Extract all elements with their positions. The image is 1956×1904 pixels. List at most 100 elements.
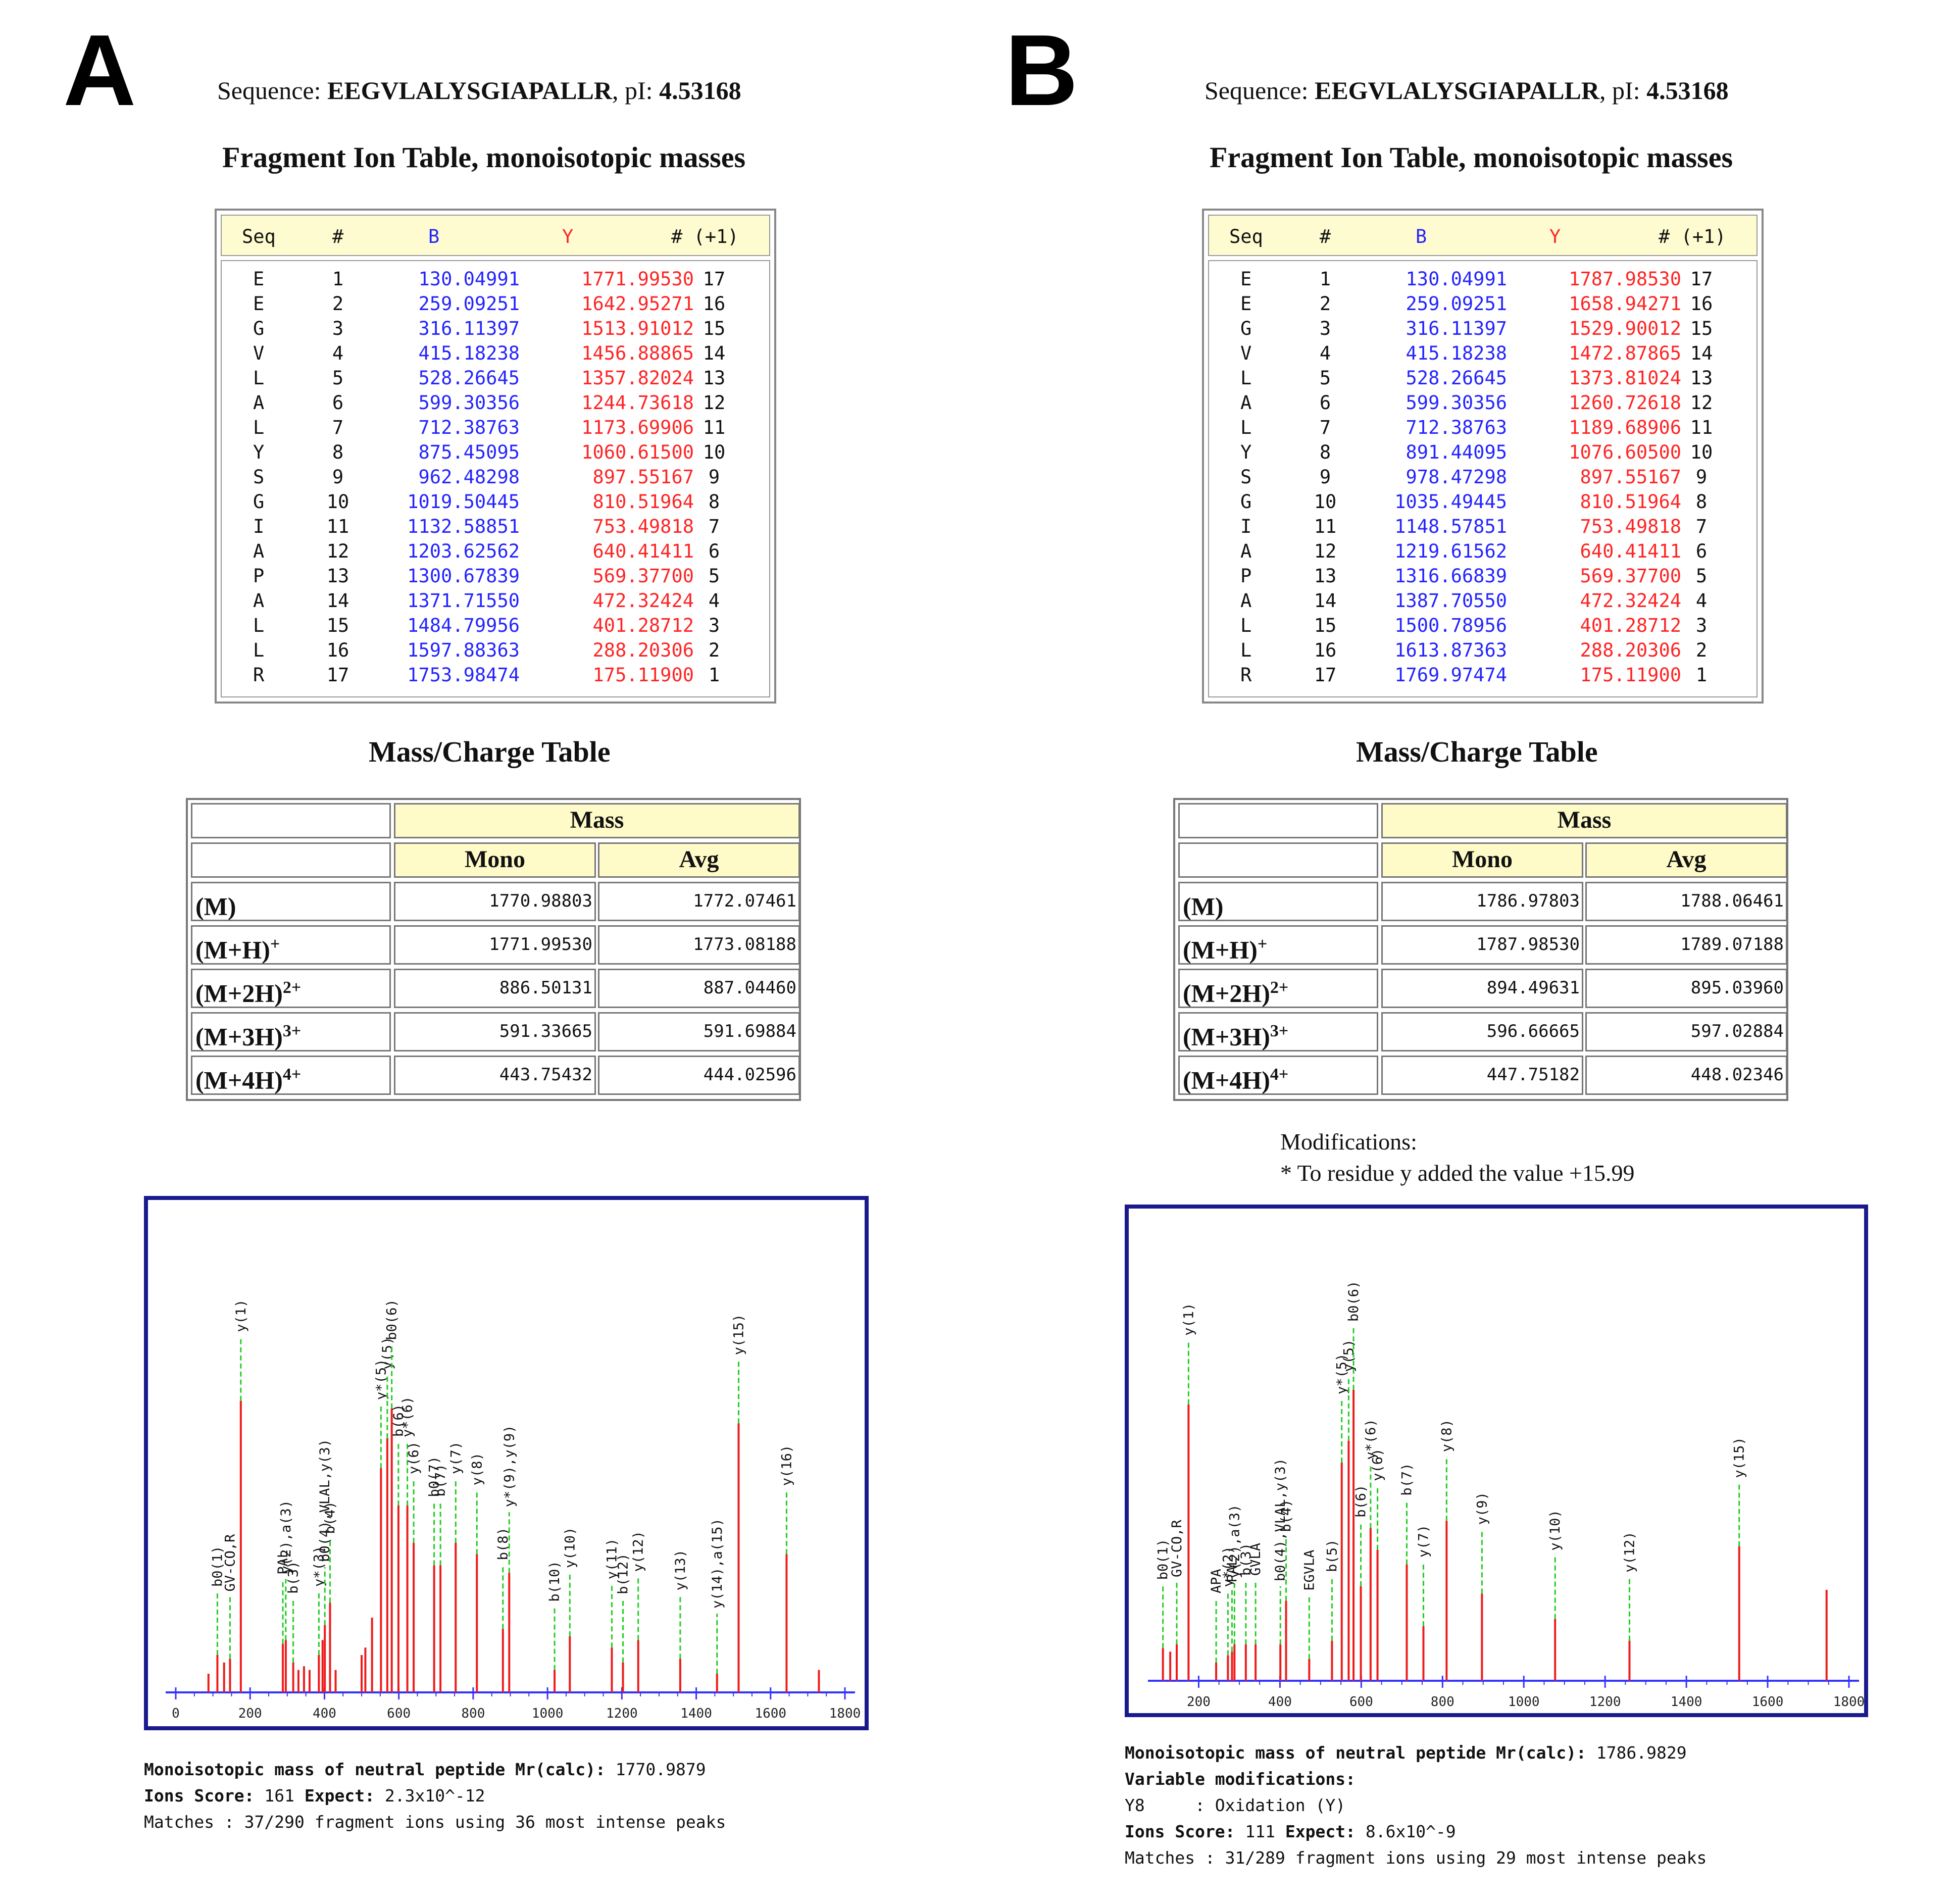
mc-avg-value: 597.02884 <box>1585 1012 1787 1051</box>
peak-label: y(5) <box>1341 1339 1357 1372</box>
ms-spectrum-panel: 0 200 400 600 800 1000 1200 1400 1600 1800 b0(1) GV… <box>144 1196 869 1730</box>
modifications-line: * To residue y added the value +15.99 <box>1280 1160 1635 1186</box>
cell-y-index: 9 <box>708 466 720 488</box>
cell-y-index: 17 <box>1690 268 1713 290</box>
cell-residue: L <box>1240 367 1252 389</box>
cell-residue: R <box>253 664 265 686</box>
cell-b-ion: 1597.88363 <box>407 639 520 661</box>
ion-charge: 3+ <box>1270 1022 1289 1040</box>
table-row: G 10 1035.49445 810.51964 8 <box>1209 491 1757 516</box>
peak-label: y(8) <box>469 1452 485 1485</box>
table-row: V 4 415.18238 1456.88865 14 <box>222 342 769 367</box>
table-row: G 3 316.11397 1529.90012 15 <box>1209 318 1757 342</box>
cell-b-ion: 130.04991 <box>418 268 520 290</box>
cell-index: 7 <box>1319 417 1331 438</box>
cell-y-index: 1 <box>1695 664 1708 686</box>
table-row: A 6 599.30356 1244.73618 12 <box>222 392 769 417</box>
cell-y-index: 16 <box>1690 293 1713 315</box>
peak-label: b(4) <box>322 1501 338 1534</box>
mc-mono-header: Mono <box>1381 842 1583 878</box>
cell-index: 16 <box>326 639 349 661</box>
cell-b-ion: 316.11397 <box>1406 318 1507 339</box>
peak-label: y(12) <box>1622 1532 1637 1573</box>
cell-y-index: 16 <box>703 293 726 315</box>
ion-charge: 4+ <box>282 1065 302 1084</box>
cell-index: 1 <box>332 268 344 290</box>
cell-index: 9 <box>1319 466 1331 488</box>
cell-residue: I <box>253 516 265 537</box>
mr-calc-label: Monoisotopic mass of neutral peptide Mr(… <box>144 1760 606 1779</box>
mc-mono-header: Mono <box>394 842 596 878</box>
panel-letter: A <box>63 14 136 127</box>
x-tick-label: 400 <box>1268 1694 1292 1710</box>
cell-index: 10 <box>326 491 349 513</box>
peak-label: b(10) <box>547 1561 563 1601</box>
search-result-info: Monoisotopic mass of neutral peptide Mr(… <box>1125 1740 1707 1871</box>
mc-avg-value: 895.03960 <box>1585 969 1787 1008</box>
cell-y-index: 2 <box>1695 639 1708 661</box>
peak-label: y(1) <box>1181 1303 1196 1336</box>
cell-y-index: 11 <box>1690 417 1713 438</box>
table-row: L 5 528.26645 1373.81024 13 <box>1209 367 1757 392</box>
cell-b-ion: 1300.67839 <box>407 565 520 587</box>
peak-label: GV-CO,R <box>1169 1519 1185 1577</box>
mc-mono-value: 886.50131 <box>394 969 596 1008</box>
cell-y-index: 12 <box>703 392 726 414</box>
cell-b-ion: 259.09251 <box>418 293 520 315</box>
cell-residue: L <box>253 417 265 438</box>
cell-y-index: 6 <box>1695 540 1708 562</box>
ion-charge: 3+ <box>282 1022 302 1040</box>
peak-label: y(16) <box>779 1445 794 1486</box>
header-num-plus1: # (+1) <box>1659 226 1726 247</box>
table-row: A 12 1203.62562 640.41411 6 <box>222 540 769 565</box>
cell-index: 14 <box>1314 590 1337 612</box>
table-row: E 1 130.04991 1787.98530 17 <box>1209 268 1757 293</box>
ion-formula: (M+4H) <box>195 1066 283 1094</box>
cell-index: 2 <box>1319 293 1331 315</box>
cell-residue: A <box>253 392 265 414</box>
cell-residue: P <box>253 565 265 587</box>
mc-corner-cell <box>191 803 391 838</box>
mr-calc-line: Monoisotopic mass of neutral peptide Mr(… <box>144 1757 726 1783</box>
mc-mono-value: 1771.99530 <box>394 925 596 965</box>
cell-y-index: 3 <box>708 615 720 636</box>
header-num: # <box>1319 226 1331 247</box>
cell-index: 13 <box>1314 565 1337 587</box>
panel-letter: B <box>1005 14 1078 127</box>
pi-value: 4.53168 <box>659 76 741 105</box>
peak-label: y(7) <box>1416 1525 1431 1558</box>
header-b: B <box>1415 226 1427 247</box>
cell-index: 4 <box>1319 342 1331 364</box>
cell-index: 6 <box>1319 392 1331 414</box>
x-tick-label: 0 <box>172 1706 180 1721</box>
sequence-line: Sequence: EEGVLALYSGIAPALLR, pI: 4.53168 <box>1205 76 1729 105</box>
cell-residue: E <box>1240 293 1252 315</box>
table-row: A 14 1371.71550 472.32424 4 <box>222 590 769 615</box>
cell-index: 14 <box>326 590 349 612</box>
ions-score-label: Ions Score: <box>1125 1822 1235 1841</box>
mass-charge-table: Mass Mono Avg (M) 1770.98803 1772.07461 (M+H)+… <box>186 798 801 1101</box>
table-row: L 16 1597.88363 288.20306 2 <box>222 639 769 664</box>
table-row: L 5 528.26645 1357.82024 13 <box>222 367 769 392</box>
peak-label: y*(6) <box>1363 1419 1379 1460</box>
x-tick-label: 1200 <box>1589 1694 1621 1710</box>
cell-index: 6 <box>332 392 344 414</box>
table-row: Y 8 875.45095 1060.61500 10 <box>222 441 769 466</box>
sequence-label: Sequence: <box>217 76 321 105</box>
peak-label: b0(7) <box>427 1456 442 1497</box>
ion-formula: (M+3H) <box>1183 1022 1270 1051</box>
sequence-label: Sequence: <box>1205 76 1309 105</box>
peak-label: b(12) <box>616 1554 631 1594</box>
cell-index: 15 <box>1314 615 1337 636</box>
score-line: Ions Score: 161 Expect: 2.3x10^-12 <box>144 1783 726 1809</box>
pi-label: pI: <box>625 76 653 105</box>
header-seq: Seq <box>242 226 276 247</box>
sequence-value: EEGVLALYSGIAPALLR <box>1314 76 1600 105</box>
cell-y-index: 13 <box>703 367 726 389</box>
cell-y-ion: 1658.94271 <box>1569 293 1681 315</box>
peak-label: y(10) <box>562 1527 578 1568</box>
matches-line: Matches : 37/290 fragment ions using 36 … <box>144 1812 726 1832</box>
cell-y-index: 14 <box>703 342 726 364</box>
cell-y-ion: 175.11900 <box>592 664 694 686</box>
cell-index: 3 <box>332 318 344 339</box>
